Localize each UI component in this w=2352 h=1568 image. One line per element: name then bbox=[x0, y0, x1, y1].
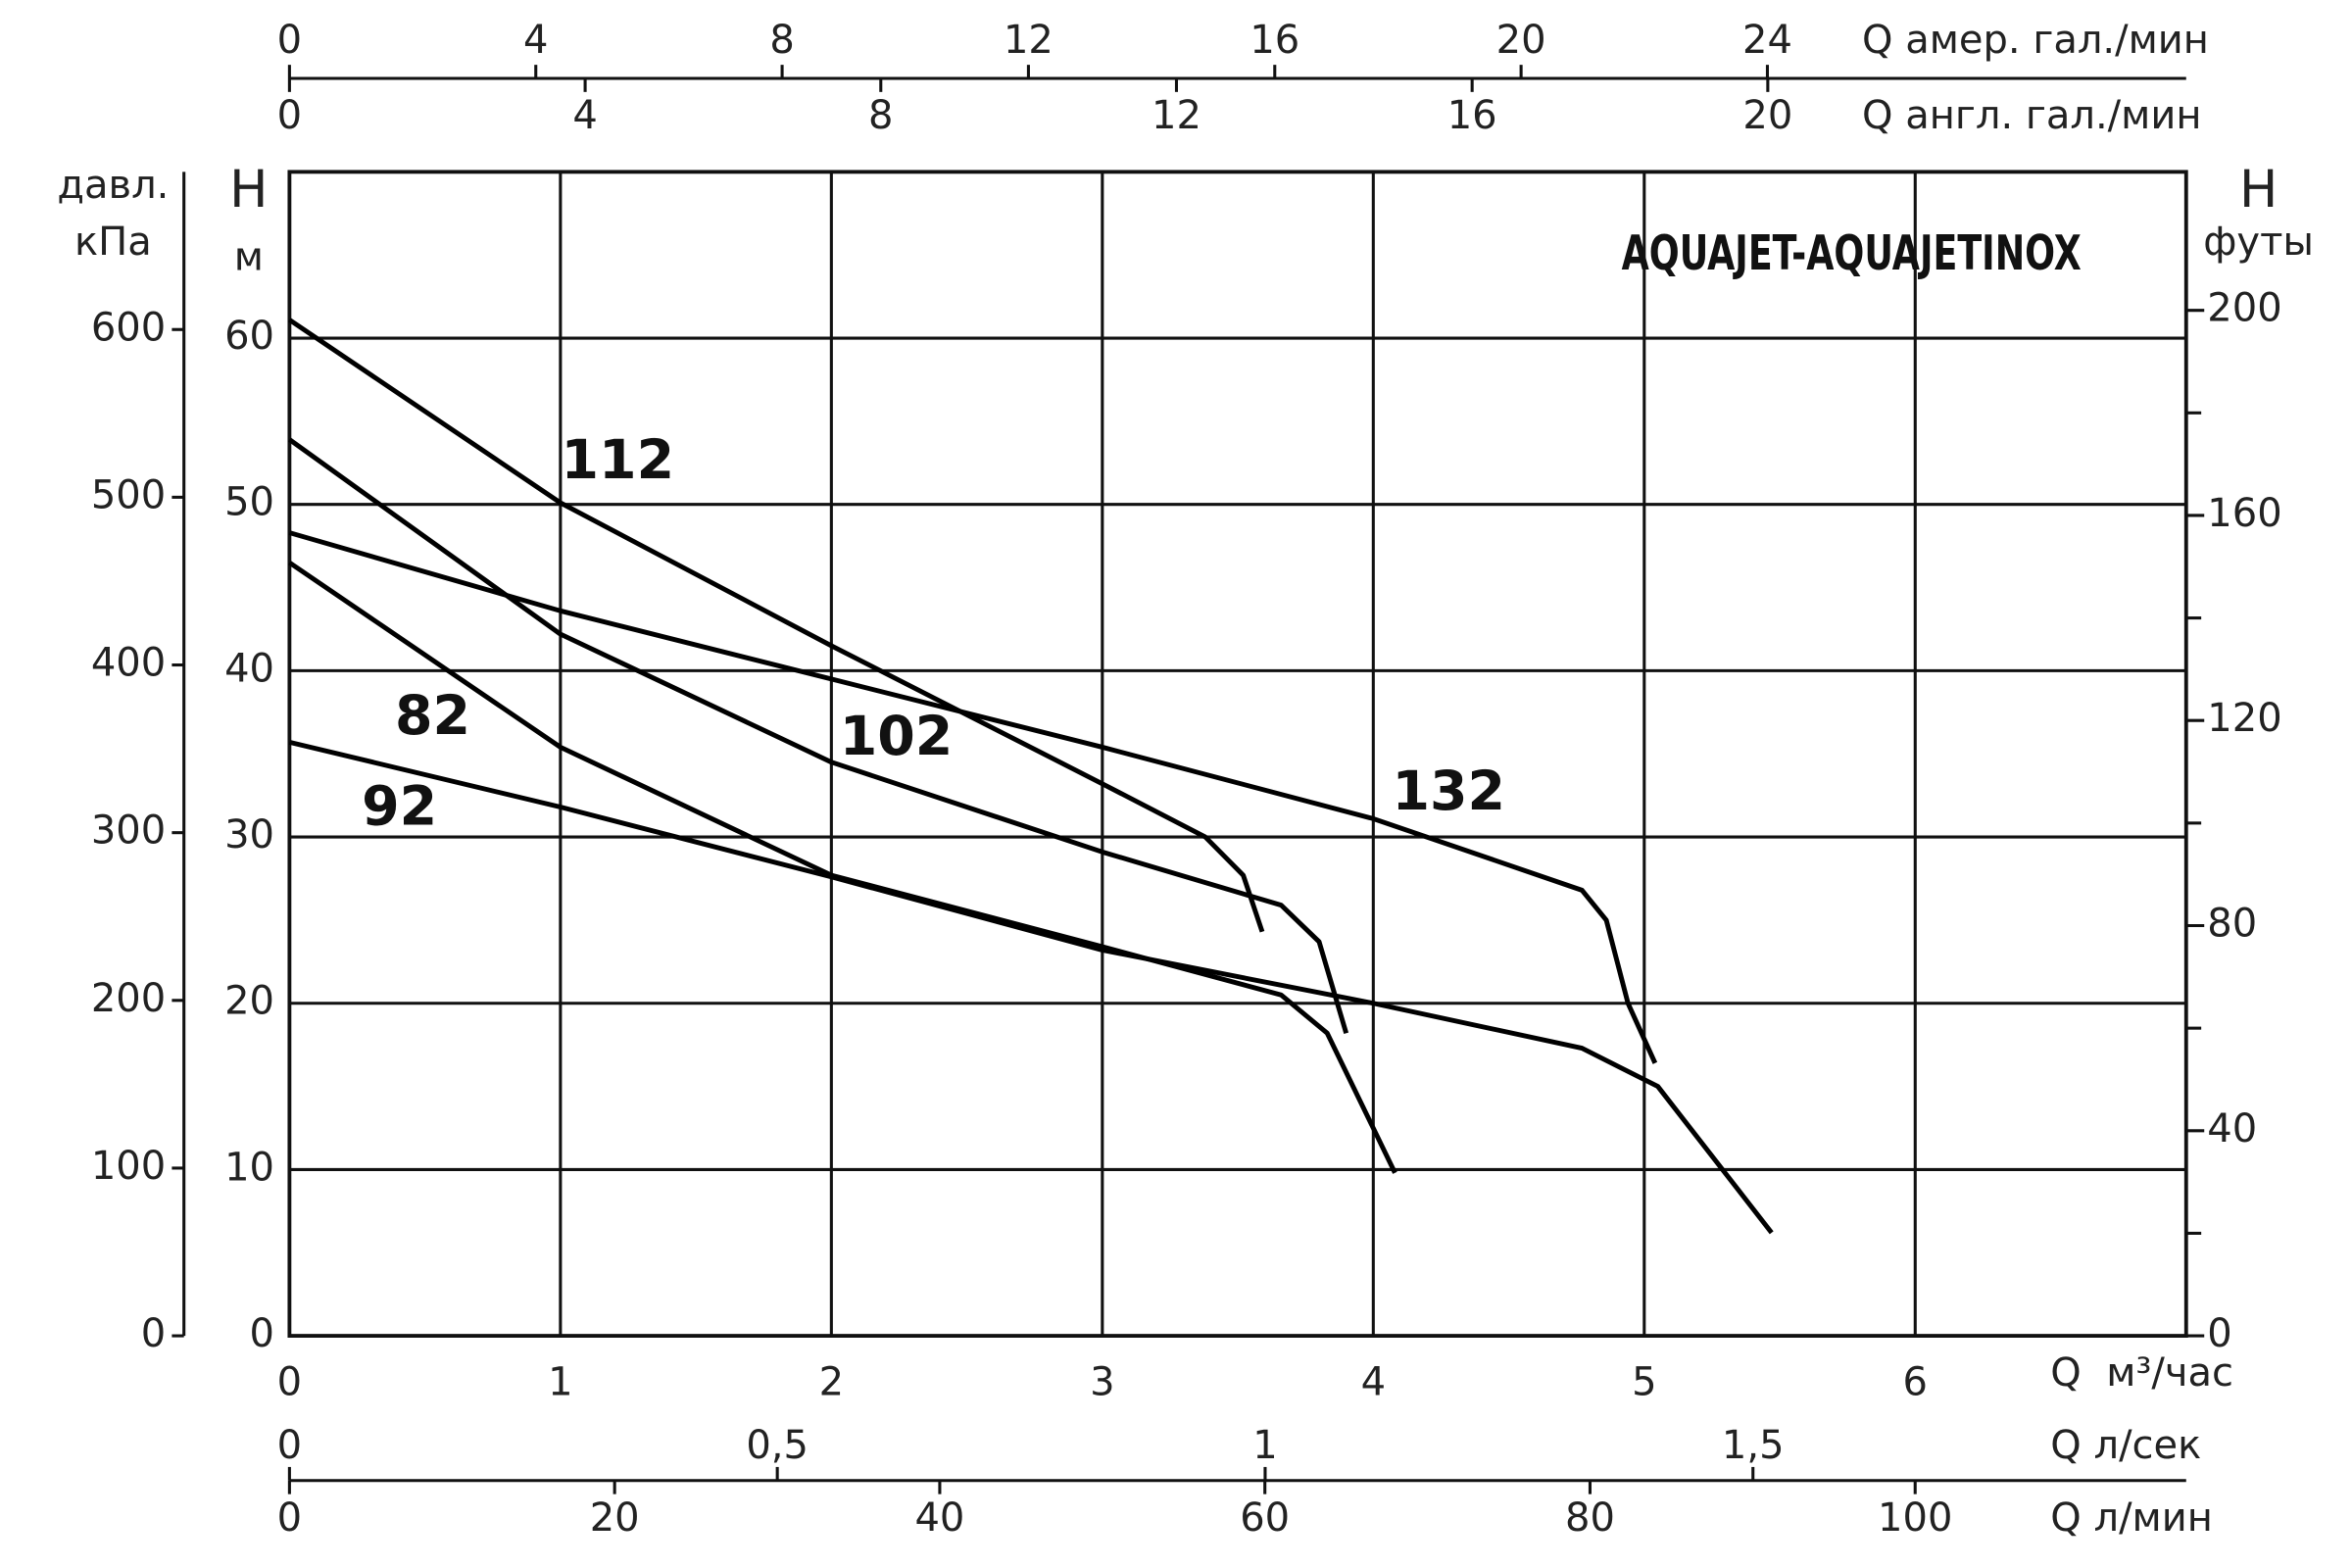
top-tick-label: 24 bbox=[1742, 18, 1792, 63]
bottom-tick-label: 0 bbox=[277, 1495, 302, 1541]
pump-curve bbox=[287, 437, 1349, 1034]
x-tick-label: 0 bbox=[277, 1359, 302, 1404]
pump-curve bbox=[288, 739, 1774, 1235]
top-axis-label: Q англ. гал./мин bbox=[1862, 93, 2201, 138]
ft-tick-label: 120 bbox=[2207, 696, 2281, 741]
y-tick-label: 30 bbox=[224, 812, 274, 858]
y-tick-label: 50 bbox=[224, 480, 274, 525]
kpa-tick-label: 0 bbox=[141, 1311, 166, 1356]
kpa-tick-label: 500 bbox=[91, 472, 166, 517]
top-tick-label: 20 bbox=[1496, 18, 1546, 63]
top-tick-label: 20 bbox=[1742, 93, 1792, 138]
y-axis-symbol: H bbox=[229, 160, 268, 220]
top-axis-label: Q амер. гал./мин bbox=[1862, 18, 2209, 63]
ft-axis-unit: футы bbox=[2203, 220, 2314, 265]
y-tick-label: 10 bbox=[224, 1145, 274, 1190]
pump-curve bbox=[287, 561, 1397, 1174]
ft-tick-label: 200 bbox=[2207, 286, 2281, 331]
top-tick-label: 4 bbox=[572, 93, 597, 138]
bottom-tick-label: 40 bbox=[914, 1495, 964, 1541]
y-axis-unit: м bbox=[234, 235, 264, 280]
ft-tick-label: 160 bbox=[2207, 491, 2281, 536]
x-axis-label: Q м³/час bbox=[2050, 1350, 2233, 1396]
kpa-tick-label: 200 bbox=[91, 976, 166, 1021]
x-tick-label: 3 bbox=[1090, 1359, 1114, 1404]
ft-tick-label: 80 bbox=[2207, 902, 2257, 947]
y-tick-label: 20 bbox=[224, 979, 274, 1024]
x-tick-label: 4 bbox=[1361, 1359, 1386, 1404]
bottom-tick-label: 60 bbox=[1240, 1495, 1290, 1541]
series-label: 82 bbox=[395, 685, 470, 748]
kpa-tick-label: 400 bbox=[91, 641, 166, 686]
kpa-tick-label: 100 bbox=[91, 1144, 166, 1189]
series-label: 132 bbox=[1392, 760, 1505, 823]
y-tick-label: 60 bbox=[224, 314, 274, 359]
bottom-tick-label: 1,5 bbox=[1722, 1423, 1785, 1468]
bottom-tick-label: 0,5 bbox=[746, 1423, 808, 1468]
bottom-tick-label: 80 bbox=[1565, 1495, 1615, 1541]
top-tick-label: 8 bbox=[769, 18, 794, 63]
kpa-tick-label: 600 bbox=[91, 305, 166, 350]
kpa-axis-unit: кПа bbox=[74, 220, 152, 265]
bottom-axis-label: Q л/мин bbox=[2050, 1495, 2213, 1541]
series-label: 102 bbox=[840, 706, 954, 768]
chart-title: AQUAJET-AQUAJETINOX bbox=[1622, 224, 2082, 281]
x-tick-label: 2 bbox=[819, 1359, 844, 1404]
bottom-tick-label: 20 bbox=[590, 1495, 640, 1541]
top-tick-label: 16 bbox=[1250, 18, 1299, 63]
x-tick-label: 6 bbox=[1903, 1359, 1928, 1404]
ft-axis-symbol: H bbox=[2239, 160, 2278, 220]
bottom-tick-label: 100 bbox=[1878, 1495, 1952, 1541]
y-tick-label: 0 bbox=[250, 1311, 274, 1356]
top-tick-label: 0 bbox=[277, 18, 302, 63]
x-tick-label: 5 bbox=[1632, 1359, 1656, 1404]
top-tick-label: 12 bbox=[1152, 93, 1201, 138]
top-tick-label: 12 bbox=[1004, 18, 1054, 63]
ft-tick-label: 40 bbox=[2207, 1106, 2257, 1152]
bottom-tick-label: 1 bbox=[1252, 1423, 1277, 1468]
bottom-tick-label: 0 bbox=[277, 1423, 302, 1468]
x-tick-label: 1 bbox=[548, 1359, 572, 1404]
ft-tick-label: 0 bbox=[2207, 1311, 2231, 1356]
y-tick-label: 40 bbox=[224, 646, 274, 691]
top-tick-label: 0 bbox=[277, 93, 302, 138]
kpa-tick-label: 300 bbox=[91, 808, 166, 854]
series-label: 112 bbox=[562, 429, 675, 492]
top-tick-label: 16 bbox=[1447, 93, 1497, 138]
pump-curve bbox=[288, 530, 1658, 1064]
bottom-axis-label: Q л/сек bbox=[2050, 1423, 2201, 1468]
top-tick-label: 8 bbox=[868, 93, 893, 138]
series-label: 92 bbox=[362, 776, 437, 839]
top-tick-label: 4 bbox=[523, 18, 548, 63]
kpa-axis-label: давл. bbox=[57, 163, 169, 208]
pump-curve bbox=[288, 318, 1265, 933]
